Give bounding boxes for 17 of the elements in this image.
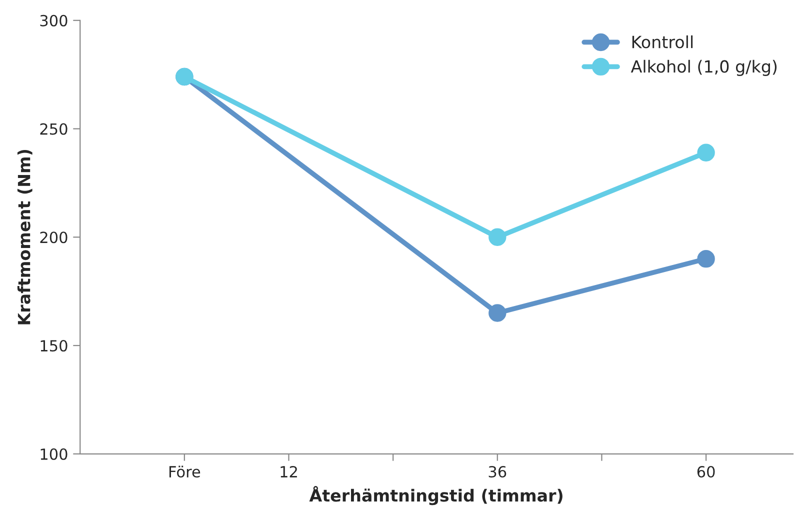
- x-tick-label: Före: [169, 466, 200, 478]
- point: [488, 228, 506, 246]
- y-tick-label: 200: [40, 232, 68, 244]
- y-tick-label: 150: [40, 340, 68, 352]
- legend-label: Alkohol (1,0 g/kg): [630, 60, 777, 76]
- y-tick-label: 250: [40, 123, 68, 135]
- point: [488, 304, 506, 322]
- x-tick-label: 12: [280, 466, 297, 478]
- x-axis-title: Återhämtningstid (timmar): [309, 486, 562, 506]
- y-axis-title: Kraftmoment (Nm): [17, 150, 32, 324]
- legend-label: Kontroll: [632, 35, 693, 48]
- point: [697, 250, 715, 268]
- y-tick-label: 100: [40, 448, 68, 460]
- x-tick-label: 60: [697, 466, 715, 478]
- x-tick-label: 36: [488, 466, 506, 478]
- point: [697, 144, 715, 162]
- y-tick-label: 300: [40, 14, 68, 26]
